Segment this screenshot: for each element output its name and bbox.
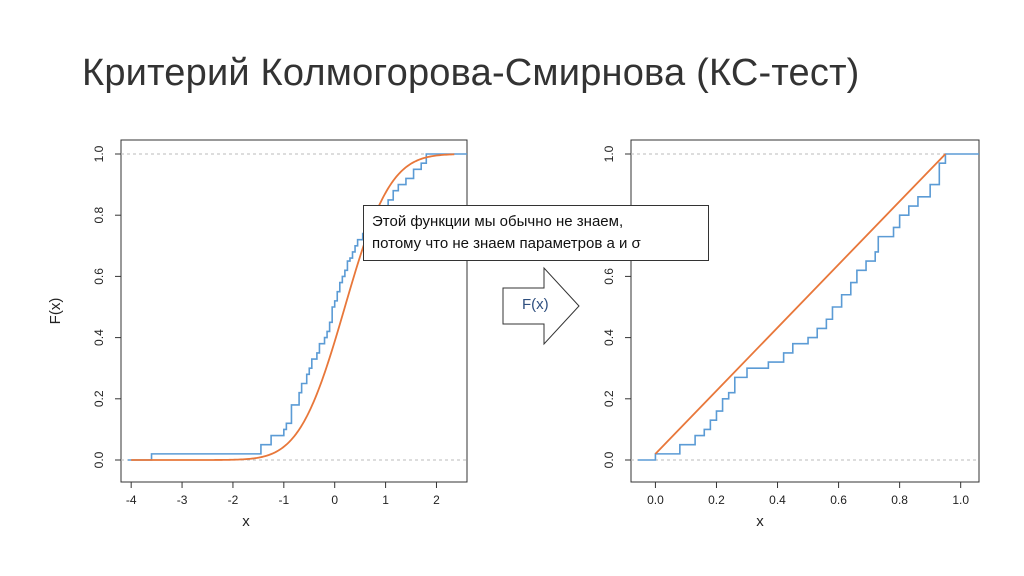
arrow-label: F(x) — [522, 296, 549, 313]
chart1-ytick-label-5: 1.0 — [92, 145, 106, 162]
chart1-ytick-label-2: 0.4 — [92, 329, 106, 346]
chart1-xtick-label-6: 2 — [433, 493, 440, 507]
callout-line-2: потому что не знаем параметров a и σ — [372, 235, 641, 252]
chart2-cdf-series — [654, 153, 947, 455]
chart1-xtick-label-2: -2 — [228, 493, 239, 507]
chart1-ytick-label-3: 0.6 — [92, 268, 106, 285]
chart2-xlabel: x — [756, 513, 764, 530]
chart2-ytick-label-0: 0.0 — [602, 451, 616, 468]
chart1-ytick-label-4: 0.8 — [92, 207, 106, 224]
chart2-xtick-label-4: 0.8 — [891, 493, 908, 507]
callout-box: Этой функции мы обычно не знаем, потому … — [363, 205, 709, 261]
chart1-cdf-series — [131, 153, 455, 461]
chart2-ytick-label-2: 0.4 — [602, 329, 616, 346]
chart1-xtick-label-1: -3 — [177, 493, 188, 507]
callout-line-1: Этой функции мы обычно не знаем, — [372, 213, 624, 230]
chart1-xtick-label-5: 1 — [382, 493, 389, 507]
chart1-frame — [120, 139, 468, 483]
chart1-xtick-label-3: -1 — [278, 493, 289, 507]
chart2-ecdf-series — [637, 153, 979, 461]
chart1-ytick-label-0: 0.0 — [92, 451, 106, 468]
chart1-xlabel: x — [242, 513, 250, 530]
chart2-xtick-label-1: 0.2 — [708, 493, 725, 507]
right-arrow-icon — [502, 266, 580, 346]
chart2-ytick-label-3: 0.6 — [602, 268, 616, 285]
chart1-ytick-label-1: 0.2 — [92, 390, 106, 407]
chart1-ylabel: F(x) — [47, 298, 64, 325]
chart2-xtick-label-5: 1.0 — [952, 493, 969, 507]
chart2-xtick-label-2: 0.4 — [769, 493, 786, 507]
chart2-xtick-label-3: 0.6 — [830, 493, 847, 507]
chart1-xtick-label-0: -4 — [126, 493, 137, 507]
chart1-xtick-label-4: 0 — [331, 493, 338, 507]
chart2-ytick-label-5: 1.0 — [602, 145, 616, 162]
slide-title: Критерий Колмогорова-Смирнова (КС-тест) — [82, 52, 860, 94]
chart2-frame — [630, 139, 980, 483]
chart2-xtick-label-0: 0.0 — [647, 493, 664, 507]
chart2-ytick-label-1: 0.2 — [602, 390, 616, 407]
chart1-ecdf-series — [127, 153, 467, 461]
